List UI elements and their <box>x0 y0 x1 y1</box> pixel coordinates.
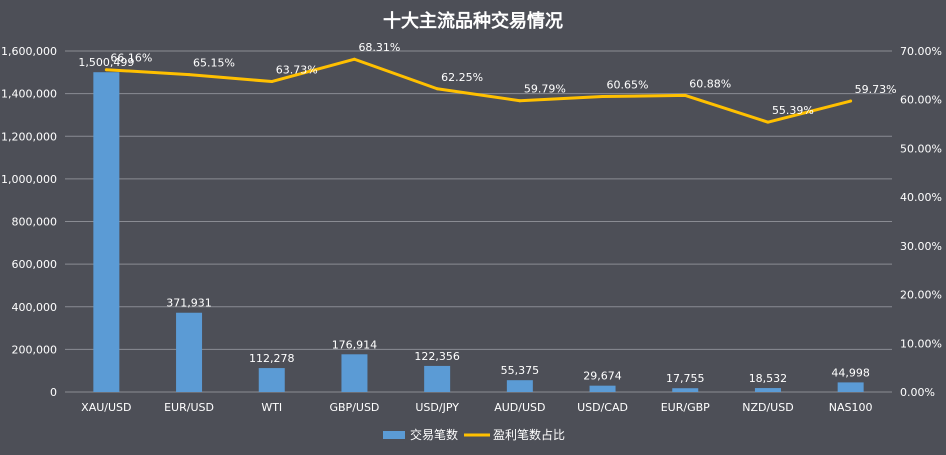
line-value-label: 60.65% <box>607 79 649 92</box>
line-value-label: 65.15% <box>193 57 235 70</box>
line-value-label: 60.88% <box>689 77 731 90</box>
x-tick-label: EUR/GBP <box>661 401 710 414</box>
line-value-label: 66.16% <box>110 52 152 65</box>
line-value-label: 62.25% <box>441 71 483 84</box>
bar-value-label: 29,674 <box>583 370 622 383</box>
right-tick-label: 10.00% <box>900 337 942 350</box>
right-tick-label: 40.00% <box>900 191 942 204</box>
line-value-label: 59.73% <box>855 83 897 96</box>
bar-value-label: 17,755 <box>666 372 705 385</box>
bar <box>754 388 781 392</box>
left-tick-label: 1,200,000 <box>1 130 57 143</box>
right-tick-label: 50.00% <box>900 142 942 155</box>
x-tick-label: USD/CAD <box>577 401 628 414</box>
x-tick-label: GBP/USD <box>329 401 379 414</box>
x-tick-label: WTI <box>261 401 282 414</box>
bar-series: 1,500,499 371,931 112,278 176,914 122,356 55,… <box>78 56 870 393</box>
x-tick-label: USD/JPY <box>415 401 459 414</box>
left-tick-label: 800,000 <box>12 216 58 229</box>
x-tick-label: NZD/USD <box>742 401 793 414</box>
left-y-axis: 0 200,000 400,000 600,000 800,000 1,000,000 1,… <box>1 45 57 399</box>
legend-swatch-bar <box>383 431 405 439</box>
left-tick-label: 400,000 <box>12 301 58 314</box>
line-point <box>270 80 274 84</box>
bar-value-label: 176,914 <box>332 338 378 351</box>
bar <box>258 368 285 392</box>
right-y-axis: 0.00% 10.00% 20.00% 30.00% 40.00% 50.00% 60.00… <box>900 45 942 399</box>
bar <box>176 312 203 392</box>
x-axis: XAU/USD EUR/USD WTI GBP/USD USD/JPY AUD/USD US… <box>81 401 872 414</box>
left-tick-label: 1,000,000 <box>1 173 57 186</box>
line-point <box>187 73 191 77</box>
bar <box>837 382 864 392</box>
legend-label-line: 盈利笔数占比 <box>493 427 565 442</box>
legend-label-bar: 交易笔数 <box>410 427 458 442</box>
left-tick-label: 600,000 <box>12 258 58 271</box>
line-point <box>683 93 687 97</box>
right-tick-label: 30.00% <box>900 240 942 253</box>
bar <box>424 365 451 392</box>
bar-value-label: 55,375 <box>501 364 540 377</box>
line-series: 66.16% 65.15% 63.73% 68.31% 62.25% 59.79% 60.6… <box>104 41 897 124</box>
bar-value-label: 122,356 <box>414 350 460 363</box>
bar-value-label: 44,998 <box>831 366 870 379</box>
bar <box>341 354 368 392</box>
grid-lines <box>65 50 892 393</box>
line-point <box>435 87 439 91</box>
chart-title: 十大主流品种交易情况 <box>383 10 563 32</box>
line-point <box>518 99 522 103</box>
bar <box>672 388 699 392</box>
left-tick-label: 1,400,000 <box>1 88 57 101</box>
bar <box>93 72 120 393</box>
line-value-label: 63.73% <box>276 64 318 77</box>
line-point <box>849 99 853 103</box>
x-tick-label: NAS100 <box>829 401 873 414</box>
bar <box>589 385 616 392</box>
x-tick-label: AUD/USD <box>494 401 545 414</box>
line-point <box>766 120 770 124</box>
x-tick-label: XAU/USD <box>81 401 131 414</box>
bar-value-label: 371,931 <box>166 297 212 310</box>
right-tick-label: 60.00% <box>900 94 942 107</box>
bar-value-label: 112,278 <box>249 352 295 365</box>
line-value-label: 59.79% <box>524 83 566 96</box>
left-tick-label: 200,000 <box>12 343 58 356</box>
right-tick-label: 20.00% <box>900 289 942 302</box>
right-tick-label: 70.00% <box>900 45 942 58</box>
bar <box>506 380 533 392</box>
left-tick-label: 0 <box>50 386 57 399</box>
line-value-label: 55.39% <box>772 104 814 117</box>
bar-value-label: 18,532 <box>749 372 788 385</box>
line-path <box>106 57 852 124</box>
left-tick-label: 1,600,000 <box>1 45 57 58</box>
line-point <box>104 68 108 72</box>
line-point <box>352 57 356 61</box>
right-tick-label: 0.00% <box>900 386 935 399</box>
line-value-label: 68.31% <box>358 41 400 54</box>
bar-value-label: 1,500,499 <box>78 56 134 69</box>
legend: 交易笔数 盈利笔数占比 <box>383 427 565 442</box>
line-point <box>601 95 605 99</box>
x-tick-label: EUR/USD <box>164 401 214 414</box>
